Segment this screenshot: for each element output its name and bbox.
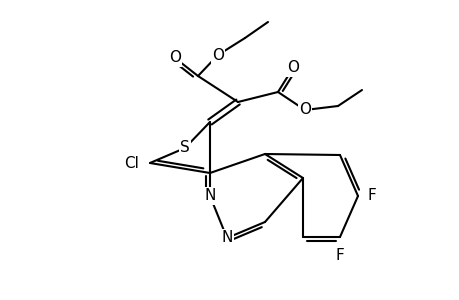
Text: N: N [221, 230, 232, 245]
Text: O: O [168, 50, 180, 65]
Text: F: F [335, 248, 344, 262]
Text: S: S [180, 140, 190, 155]
Text: O: O [286, 61, 298, 76]
Text: F: F [367, 188, 375, 203]
Text: Cl: Cl [124, 155, 139, 170]
Text: O: O [298, 103, 310, 118]
Text: N: N [204, 188, 215, 203]
Text: O: O [212, 47, 224, 62]
